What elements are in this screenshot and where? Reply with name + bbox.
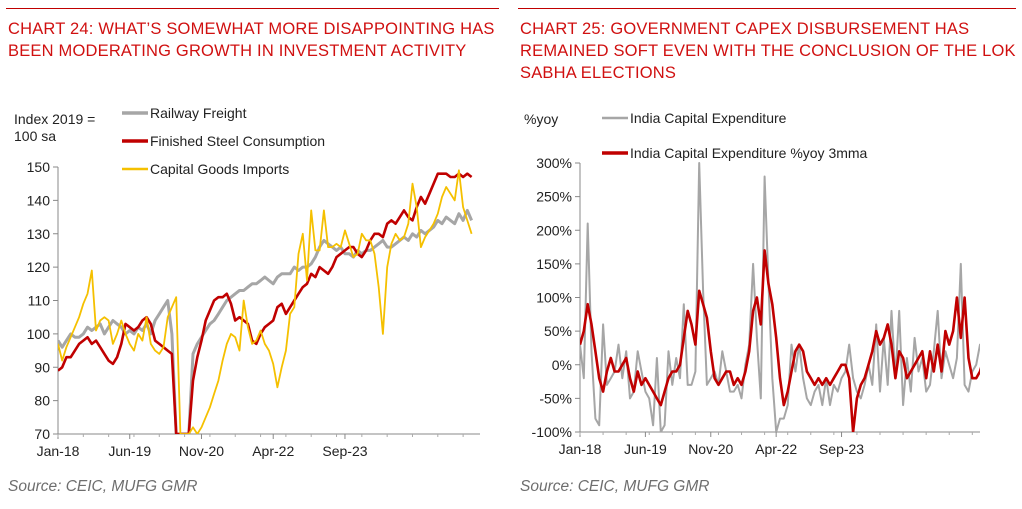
y-tick-label: 70 <box>34 426 50 442</box>
y-tick-label: 90 <box>34 359 50 375</box>
x-tick-label: Jun-19 <box>108 443 151 459</box>
chart-title: CHART 24: WHAT’S SOMEWHAT MORE DISAPPOIN… <box>8 20 495 60</box>
x-tick-label: Nov-20 <box>688 441 733 457</box>
chart-source: Source: CEIC, MUFG GMR <box>520 478 710 495</box>
x-tick-label: Sep-23 <box>819 441 864 457</box>
y-tick-label: 140 <box>27 192 51 208</box>
chart-25-plot: %yoy -100% -50% 0% 50% 100% 150% 200% 250% 300% Ja… <box>524 110 980 457</box>
legend-label: India Capital Expenditure %yoy 3mma <box>630 145 868 161</box>
legend-label: Finished Steel Consumption <box>150 133 325 149</box>
chart-24-panel: CHART 24: WHAT’S SOMEWHAT MORE DISAPPOIN… <box>0 0 505 509</box>
chart-source: Source: CEIC, MUFG GMR <box>8 478 198 495</box>
y-tick-label: 0% <box>552 357 572 373</box>
legend-label: India Capital Expenditure <box>630 110 787 126</box>
y-tick-label: 80 <box>34 393 50 409</box>
x-tick-label: Sep-23 <box>322 443 367 459</box>
title-rule <box>6 8 499 9</box>
y-tick-label: 150 <box>27 159 51 175</box>
y-tick-label: -100% <box>532 424 572 440</box>
y-tick-label: 200% <box>536 222 572 238</box>
y-tick-label: 300% <box>536 155 572 171</box>
series-line-0 <box>580 162 980 432</box>
y-tick-label: 250% <box>536 189 572 205</box>
title-rule <box>518 8 1016 9</box>
series-line-1 <box>580 249 980 432</box>
legend-label: Capital Goods Imports <box>150 161 289 177</box>
y-tick-label: 130 <box>27 226 51 242</box>
y-axis-label: %yoy <box>524 111 558 127</box>
chart-24-plot: Index 2019 = 100 sa 70 80 90 100 110 120 130 140 1… <box>14 105 480 459</box>
y-tick-label: -50% <box>539 390 572 406</box>
y-tick-label: 100 <box>27 326 51 342</box>
y-axis-label: Index 2019 = 100 sa <box>14 111 95 144</box>
x-tick-label: Jan-18 <box>559 441 602 457</box>
x-tick-label: Apr-22 <box>252 443 294 459</box>
y-tick-label: 150% <box>536 256 572 272</box>
y-tick-label: 100% <box>536 290 572 306</box>
chart-25-panel: CHART 25: GOVERNMENT CAPEX DISBURSEMENT … <box>512 0 1022 509</box>
x-tick-label: Nov-20 <box>179 443 224 459</box>
x-tick-label: Jan-18 <box>37 443 80 459</box>
chart-title: CHART 25: GOVERNMENT CAPEX DISBURSEMENT … <box>520 20 1016 82</box>
legend-label: Railway Freight <box>150 105 247 121</box>
y-tick-label: 120 <box>27 259 51 275</box>
y-tick-label: 50% <box>544 323 572 339</box>
series-line-2 <box>58 169 473 434</box>
x-tick-label: Jun-19 <box>624 441 667 457</box>
x-tick-label: Apr-22 <box>755 441 797 457</box>
y-tick-label: 110 <box>28 293 51 309</box>
series-line-1 <box>58 172 473 434</box>
